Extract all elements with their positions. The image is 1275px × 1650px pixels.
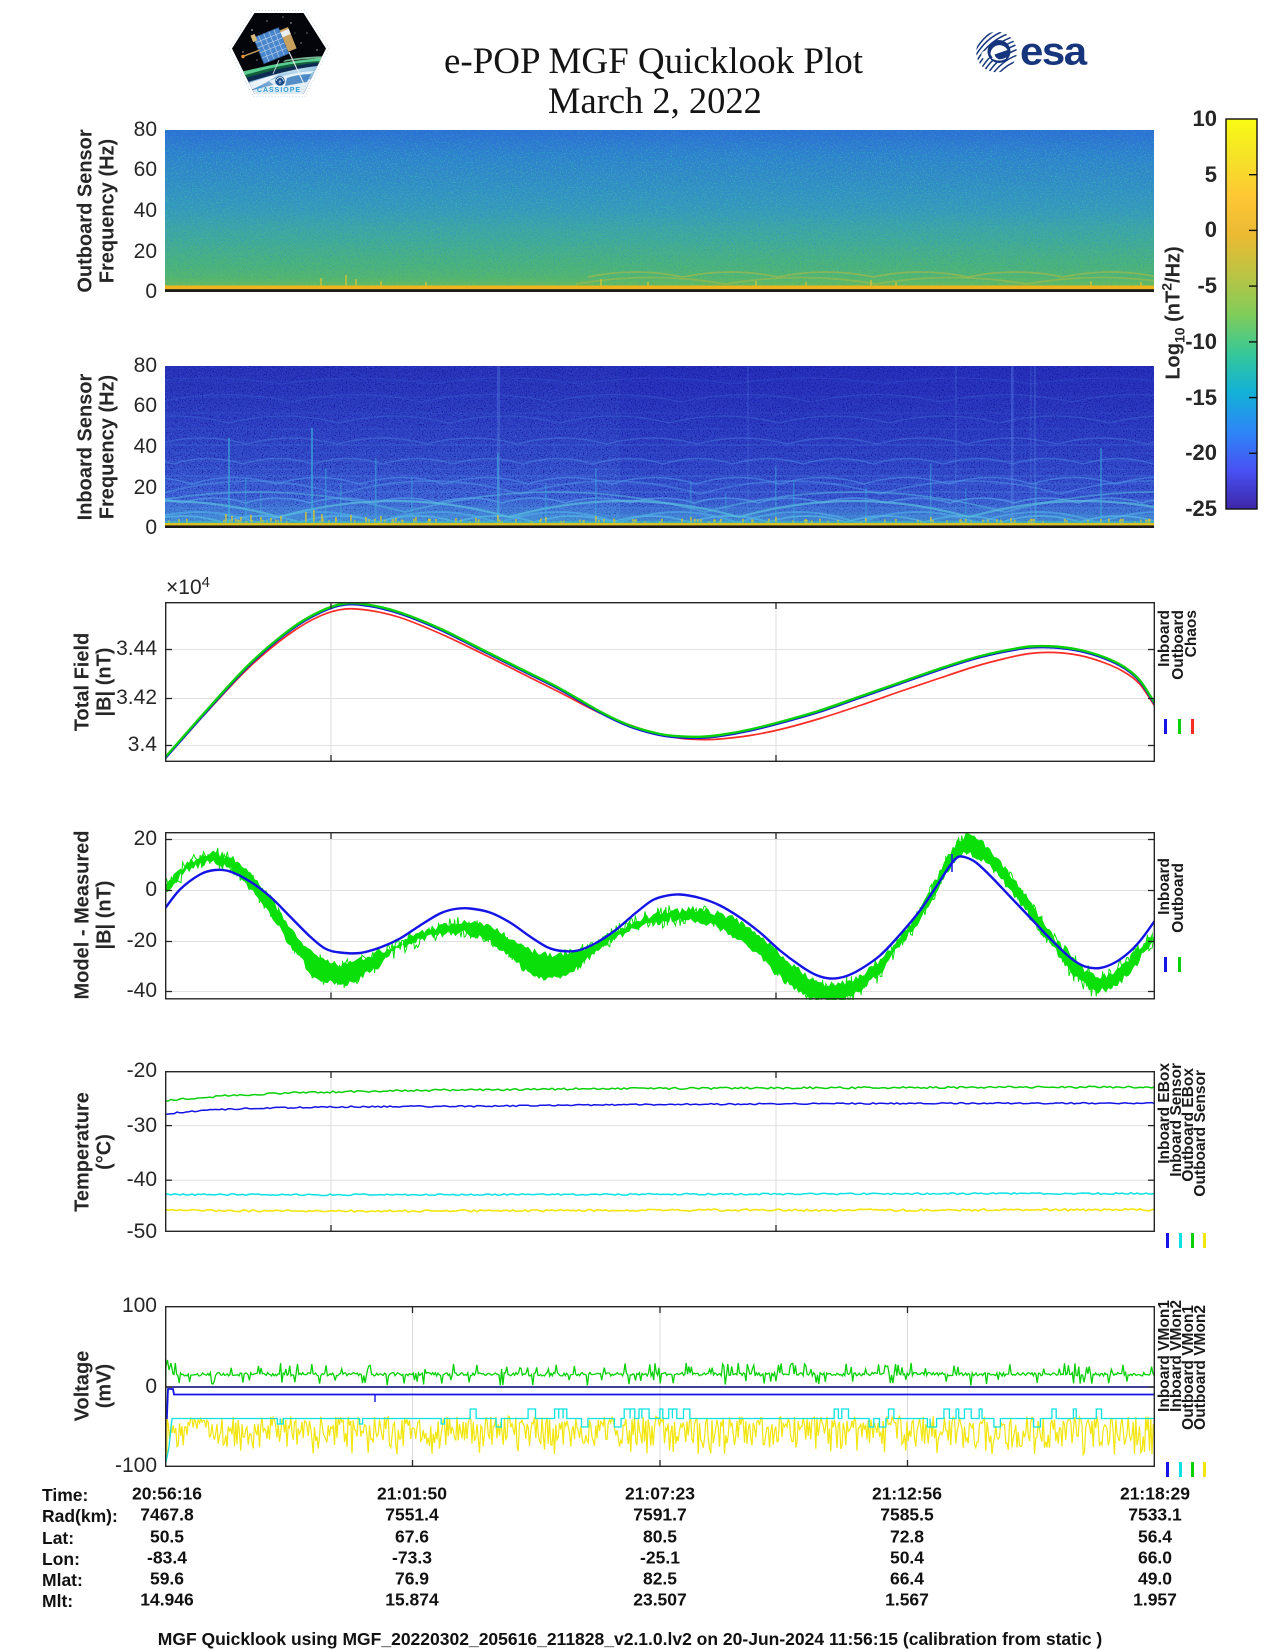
svg-text:esa: esa [1020,29,1088,73]
svg-text:e: e [279,80,282,86]
svg-text:CASSIOPE: CASSIOPE [257,87,301,94]
